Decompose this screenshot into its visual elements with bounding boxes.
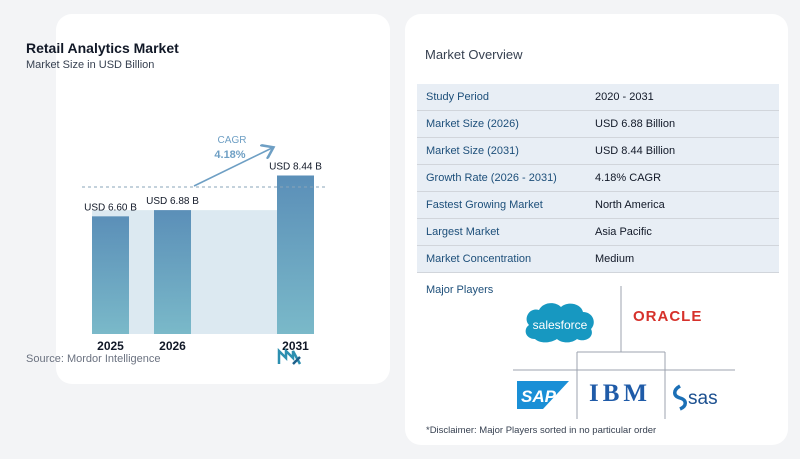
row-value: 4.18% CAGR: [595, 172, 662, 184]
mordor-logo-icon: [277, 348, 302, 365]
market-overview-title: Market Overview: [425, 47, 523, 62]
ibm-logo: IBM: [589, 380, 651, 407]
x-tick-label-2031: 2031: [282, 339, 309, 353]
sap-logo: SAP: [517, 381, 569, 409]
data-label-2026: USD 6.88 B: [146, 196, 199, 207]
row-label: Market Concentration: [426, 253, 532, 265]
row-label: Growth Rate (2026 - 2031): [426, 172, 557, 184]
bar-2026: [154, 210, 191, 334]
row-value: USD 8.44 Billion: [595, 145, 676, 157]
table-row: Fastest Growing Market North America: [417, 192, 779, 219]
cagr-label: CAGR: [218, 135, 247, 146]
table-row: Market Concentration Medium: [417, 246, 779, 273]
row-label: Study Period: [426, 91, 489, 103]
row-value: Medium: [595, 253, 635, 265]
salesforce-logo: salesforce: [525, 303, 594, 343]
market-overview-card: Market Overview Study Period 2020 - 2031…: [405, 14, 788, 445]
svg-text:SAP: SAP: [521, 387, 557, 406]
table-row: Market Size (2026) USD 6.88 Billion: [417, 111, 779, 138]
sas-logo: sas: [673, 384, 718, 411]
major-players-title: Major Players: [426, 284, 494, 296]
chart-title: Retail Analytics Market: [26, 40, 179, 56]
row-label: Fastest Growing Market: [426, 199, 543, 211]
data-label-2031: USD 8.44 B: [269, 161, 322, 172]
row-value: 2020 - 2031: [595, 91, 654, 103]
players-grid: [513, 286, 735, 419]
table-row: Market Size (2031) USD 8.44 Billion: [417, 138, 779, 165]
row-label: Market Size (2031): [426, 145, 519, 157]
bar-2025: [92, 216, 129, 334]
disclaimer-text: *Disclaimer: Major Players sorted in no …: [426, 425, 657, 436]
row-label: Largest Market: [426, 226, 500, 238]
chart-subtitle: Market Size in USD Billion: [26, 59, 155, 71]
x-tick-label-2026: 2026: [159, 339, 186, 353]
table-row: Study Period 2020 - 2031: [417, 84, 779, 111]
data-label-2025: USD 6.60 B: [84, 202, 137, 213]
svg-text:sas: sas: [688, 388, 718, 409]
svg-text:salesforce: salesforce: [533, 318, 588, 332]
source-text: Source: Mordor Intelligence: [26, 353, 161, 365]
bar-chart: CAGR 4.18% USD 6.60 B 2025 USD 6.88 B 2026 U…: [82, 135, 326, 353]
table-row: Growth Rate (2026 - 2031) 4.18% CAGR: [417, 165, 779, 192]
row-value: USD 6.88 Billion: [595, 118, 676, 130]
row-label: Market Size (2026): [426, 118, 519, 130]
overview-table: Study Period 2020 - 2031 Market Size (20…: [417, 84, 779, 273]
row-value: North America: [595, 199, 665, 211]
table-row: Largest Market Asia Pacific: [417, 219, 779, 246]
cagr-arrow: [193, 148, 272, 187]
bar-2031: [277, 175, 314, 334]
oracle-logo: ORACLE: [633, 308, 703, 325]
x-tick-label-2025: 2025: [97, 339, 124, 353]
row-value: Asia Pacific: [595, 226, 652, 238]
cagr-value: 4.18%: [214, 149, 245, 161]
